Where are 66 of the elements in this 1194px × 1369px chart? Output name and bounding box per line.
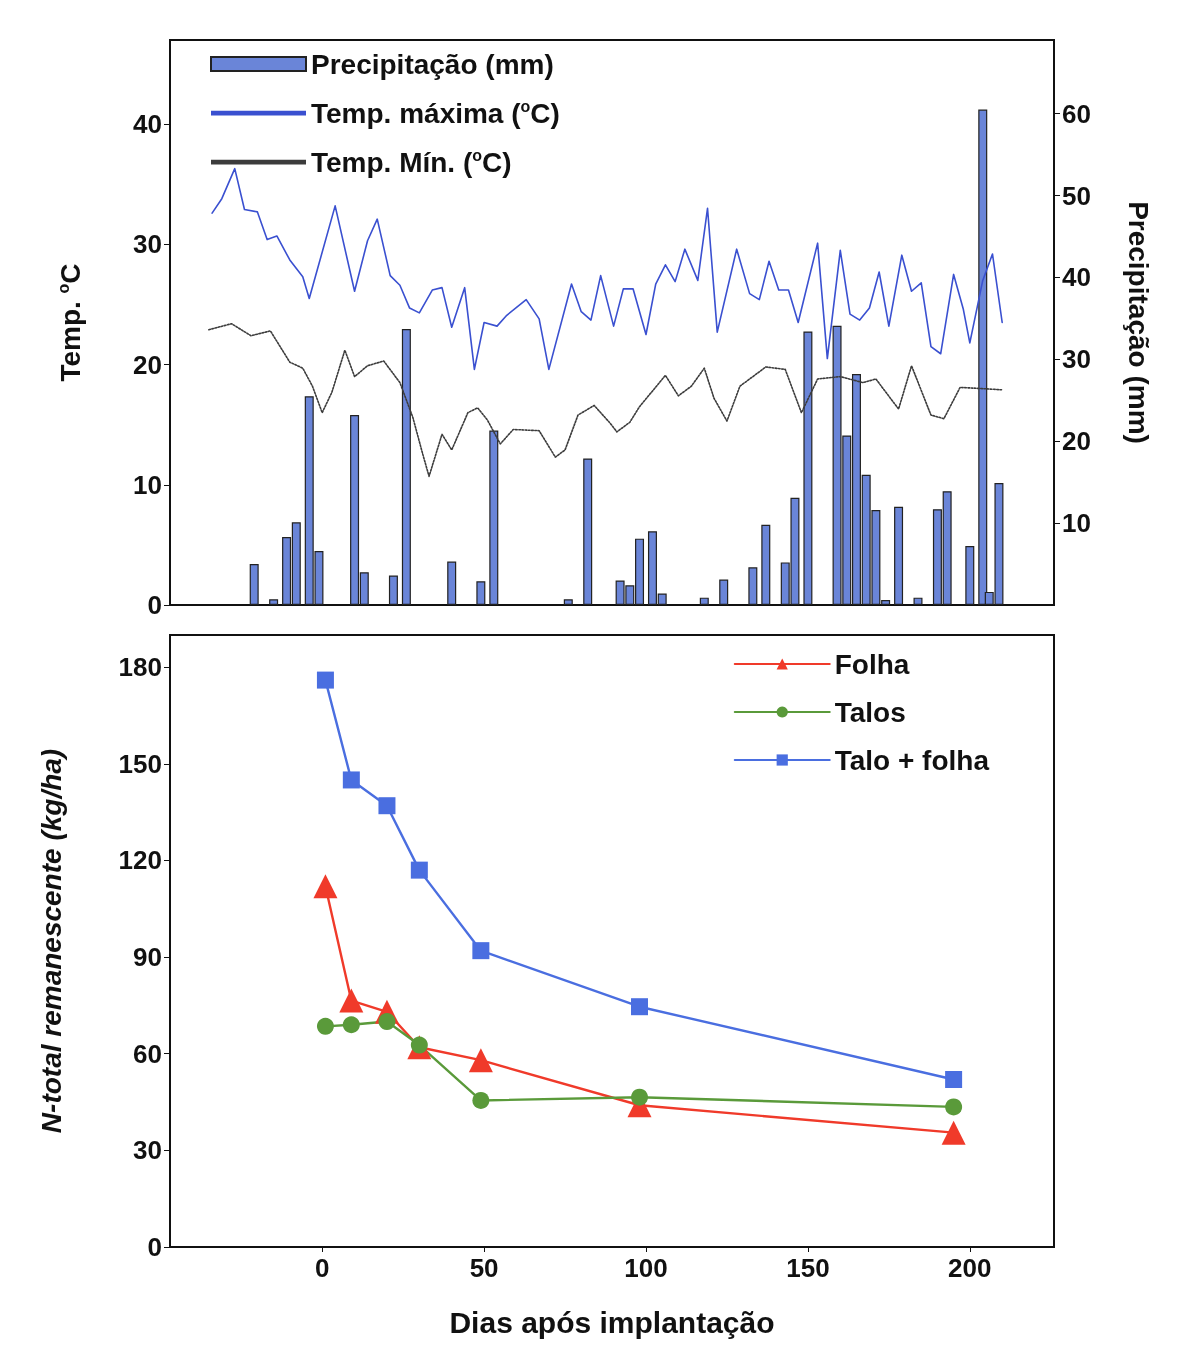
y2-tick-label: 60 [1062, 98, 1091, 129]
y-tick-label: 30 [133, 1135, 162, 1166]
point [410, 861, 428, 879]
point [313, 874, 338, 899]
y2-tick-label: 30 [1062, 344, 1091, 375]
point [941, 1120, 966, 1145]
y-tick-label: 20 [133, 349, 162, 380]
point [339, 988, 364, 1013]
x-axis-title: Dias após implantação [449, 1305, 775, 1339]
y2-tick-label: 40 [1062, 262, 1091, 293]
point [472, 1091, 490, 1109]
point [342, 771, 360, 789]
point [945, 1098, 963, 1116]
bar [748, 567, 758, 605]
bar [447, 561, 457, 605]
y-tick-label: 90 [133, 942, 162, 973]
y2-tick-label: 20 [1062, 426, 1091, 457]
bar [388, 575, 398, 605]
y-tick-label: 180 [118, 652, 162, 683]
point [468, 1048, 493, 1073]
y-tick-label: 30 [133, 229, 162, 260]
y2-tick-label: 50 [1062, 180, 1091, 211]
legend-label: Talo + folha [834, 744, 990, 776]
legend-label: Talos [834, 696, 906, 728]
x-tick-label: 150 [786, 1253, 830, 1283]
y-axis-title: N-total remanescente (kg/ha) [35, 748, 67, 1134]
y-tick-label: 0 [147, 590, 162, 620]
legend-label: Precipitação (mm) [311, 48, 554, 80]
bar [476, 581, 486, 605]
y-tick-label: 0 [147, 1232, 162, 1262]
bar [913, 597, 923, 605]
bar [269, 599, 279, 605]
bar [803, 331, 813, 605]
bar [965, 546, 975, 605]
bar [894, 506, 904, 605]
bar [699, 597, 709, 605]
y-axis-title: Temp. oC [54, 263, 86, 382]
point [316, 671, 334, 689]
bar [583, 458, 593, 605]
point [342, 1016, 360, 1034]
y2-axis-title: Precipitação (mm) [1122, 201, 1154, 444]
bar [489, 430, 499, 605]
bar [719, 579, 729, 605]
y-tick-label: 120 [118, 845, 162, 876]
point [378, 1013, 396, 1031]
point [631, 998, 649, 1016]
y-tick-label: 60 [133, 1038, 162, 1069]
y-tick-label: 10 [133, 469, 162, 500]
bar [563, 599, 573, 605]
bar [401, 329, 411, 605]
point [472, 942, 490, 960]
x-tick-label: 50 [469, 1253, 499, 1283]
y-tick-label: 150 [118, 748, 162, 779]
point [378, 797, 396, 815]
y-tick-label: 40 [133, 109, 162, 140]
line-series [208, 322, 1003, 478]
point [945, 1071, 963, 1089]
legend-label: Folha [834, 648, 910, 680]
bar [761, 524, 771, 605]
x-tick-label: 0 [314, 1253, 330, 1283]
x-tick-label: 100 [624, 1253, 668, 1283]
point [631, 1088, 649, 1106]
x-tick-label: 200 [948, 1253, 992, 1283]
bar [249, 564, 259, 605]
y2-tick-label: 10 [1062, 508, 1091, 539]
point [316, 1017, 334, 1035]
